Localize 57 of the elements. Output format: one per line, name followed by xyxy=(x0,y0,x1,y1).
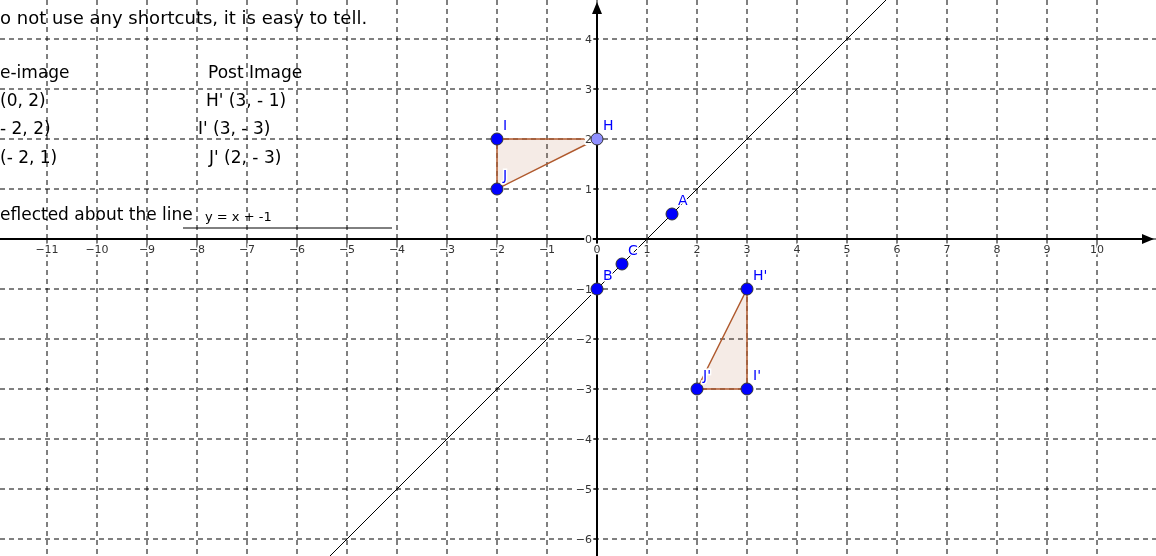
point xyxy=(690,382,704,396)
x-tick-label: −9 xyxy=(138,243,156,256)
annotation: H xyxy=(603,117,614,133)
x-tick-label: −10 xyxy=(85,243,109,256)
y-tick-label: −3 xyxy=(575,383,592,396)
y-tick-label: −2 xyxy=(575,333,592,346)
point xyxy=(490,132,504,146)
x-tick-label: −4 xyxy=(388,243,406,256)
y-tick-label: 0 xyxy=(585,233,592,246)
annotation: I xyxy=(503,117,508,133)
y-tick-label: −6 xyxy=(575,533,592,546)
y-tick-label: 2 xyxy=(585,133,592,146)
point xyxy=(590,132,604,146)
annotation: y = x + -1 xyxy=(205,209,272,224)
x-tick-label: 7 xyxy=(943,243,951,256)
y-tick-label: −4 xyxy=(575,433,592,446)
annotation: o not use any shortcuts, it is easy to tell. xyxy=(0,7,368,28)
annotation: J' xyxy=(702,367,711,383)
point xyxy=(490,182,504,196)
annotation: I' xyxy=(753,367,761,383)
x-tick-label: 2 xyxy=(693,243,701,256)
annotation: (- 2, 1) xyxy=(0,147,58,167)
x-tick-label: 8 xyxy=(993,243,1001,256)
x-tick-label: −6 xyxy=(288,243,306,256)
annotation: e-image xyxy=(0,62,70,82)
x-tick-label: 3 xyxy=(743,243,751,256)
x-tick-label: 5 xyxy=(843,243,851,256)
point xyxy=(615,257,629,271)
x-tick-label: −5 xyxy=(338,243,356,256)
annotation: eflected about the line xyxy=(0,204,193,224)
x-tick-label: −3 xyxy=(438,243,456,256)
x-tick-label: 6 xyxy=(893,243,901,256)
y-tick-label: 3 xyxy=(585,83,592,96)
y-tick-label: −1 xyxy=(575,283,592,296)
point xyxy=(590,282,604,296)
annotation: Post Image xyxy=(208,62,303,82)
x-tick-label: 10 xyxy=(1090,243,1104,256)
annotation: - 2, 2) xyxy=(0,118,51,138)
annotation: (0, 2) xyxy=(0,90,46,110)
x-tick-label: −1 xyxy=(538,243,556,256)
x-tick-label: −11 xyxy=(35,243,59,256)
x-tick-label: −8 xyxy=(188,243,206,256)
annotation: J' (2, - 3) xyxy=(208,147,282,167)
point xyxy=(665,207,679,221)
x-tick-label: −7 xyxy=(238,243,256,256)
x-tick-label: 1 xyxy=(643,243,651,256)
annotation: J xyxy=(502,167,508,183)
annotation: H' xyxy=(753,267,768,283)
x-tick-label: 9 xyxy=(1043,243,1051,256)
y-tick-label: −5 xyxy=(575,483,592,496)
annotation: H' (3, - 1) xyxy=(206,90,287,110)
point xyxy=(740,282,754,296)
annotation: I' (3, - 3) xyxy=(198,118,271,138)
x-tick-label: −2 xyxy=(488,243,506,256)
point xyxy=(740,382,754,396)
y-tick-label: 1 xyxy=(585,183,592,196)
y-tick-label: 4 xyxy=(585,33,592,46)
